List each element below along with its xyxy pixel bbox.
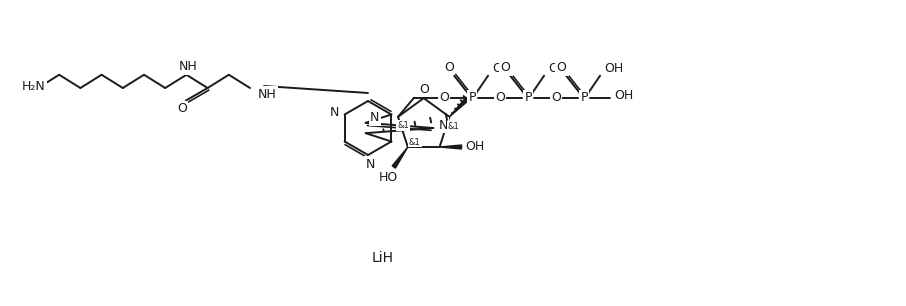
Text: H₂N: H₂N — [22, 80, 45, 92]
Text: NH: NH — [179, 60, 198, 73]
Text: OH: OH — [614, 89, 633, 102]
Text: &1: &1 — [448, 122, 459, 131]
Text: O: O — [496, 91, 505, 104]
Text: NH: NH — [258, 88, 276, 100]
Text: &1: &1 — [397, 121, 409, 130]
Text: O: O — [439, 91, 449, 104]
Text: O: O — [500, 61, 510, 74]
Text: OH: OH — [465, 140, 484, 152]
Text: O: O — [177, 102, 187, 115]
Text: N: N — [365, 158, 375, 170]
Text: HO: HO — [380, 170, 399, 184]
Text: P: P — [581, 91, 588, 104]
Text: O: O — [419, 83, 429, 96]
Text: N: N — [370, 111, 380, 124]
Text: OH: OH — [493, 62, 512, 75]
Polygon shape — [439, 145, 461, 149]
Text: O: O — [551, 91, 561, 104]
Polygon shape — [392, 147, 408, 168]
Text: N: N — [439, 118, 448, 132]
Text: N: N — [330, 106, 340, 119]
Text: O: O — [444, 61, 454, 74]
Text: LiH: LiH — [372, 251, 394, 265]
Text: P: P — [525, 91, 532, 104]
Text: O: O — [556, 61, 566, 74]
Polygon shape — [449, 98, 468, 117]
Text: OH: OH — [604, 62, 623, 75]
Text: OH: OH — [548, 62, 568, 75]
Text: &1: &1 — [409, 137, 420, 147]
Text: P: P — [468, 91, 476, 104]
